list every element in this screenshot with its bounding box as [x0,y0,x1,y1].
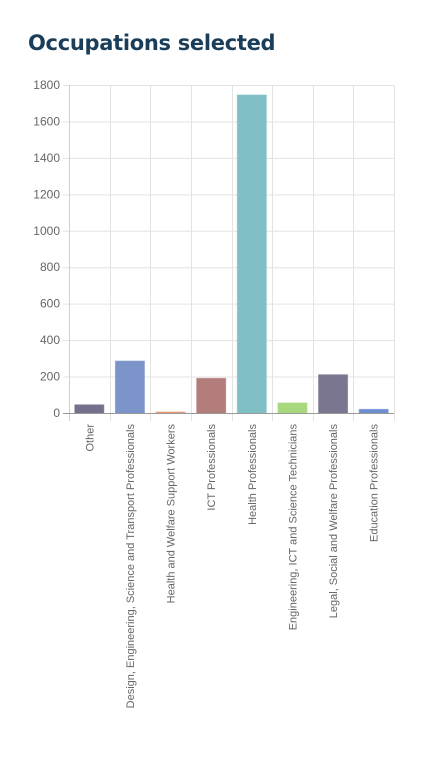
y-tick-label: 400 [40,333,60,347]
x-tick-label: Legal, Social and Welfare Professionals [328,424,340,619]
y-tick-label: 0 [53,406,60,420]
chart-grid [63,85,395,421]
bar[interactable] [318,374,349,414]
y-tick-label: 1600 [33,114,60,128]
y-tick-label: 200 [40,370,60,384]
chart-bars [74,94,389,414]
y-tick-label: 1200 [33,187,60,201]
x-tick-label: Health Professionals [247,424,259,525]
x-tick-label: Other [84,424,96,452]
bar[interactable] [358,408,389,414]
x-tick-label: ICT Professionals [206,424,218,511]
y-tick-label: 600 [40,297,60,311]
bar[interactable] [236,94,267,414]
y-tick-label: 1000 [33,224,60,238]
bar[interactable] [196,377,227,414]
y-tick-label: 800 [40,260,60,274]
x-tick-label: Engineering, ICT and Science Technicians [287,424,299,631]
y-tick-label: 1400 [33,151,60,165]
x-tick-label: Health and Welfare Support Workers [166,424,178,604]
bar[interactable] [114,360,145,414]
x-tick-label: Design, Engineering, Science and Transpo… [125,424,137,709]
page-title: Occupations selected [28,31,276,55]
x-tick-label: Education Professionals [369,424,381,543]
bar[interactable] [277,402,308,414]
y-axis-ticks: 0 200 400 600 800 1000 1200 1400 1600 1800 [33,78,60,420]
bar[interactable] [155,411,186,414]
y-tick-label: 1800 [33,78,60,92]
bar[interactable] [74,404,105,414]
x-axis-labels: Other Design, Engineering, Science and Tr… [84,424,380,709]
